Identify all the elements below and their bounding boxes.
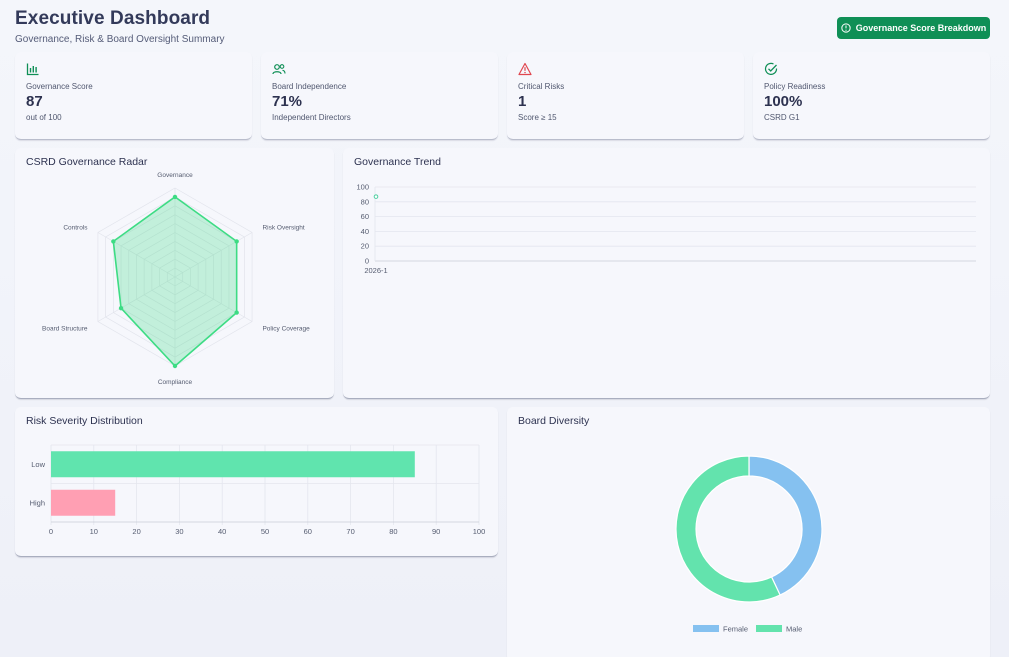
page-subtitle: Governance, Risk & Board Oversight Summa… (15, 34, 225, 45)
kpi-board-independence: Board Independence 71% Independent Direc… (261, 52, 498, 140)
kpi-value: 100% (764, 93, 803, 110)
kpi-label: Policy Readiness (764, 82, 826, 91)
diversity-card-title: Board Diversity (518, 415, 590, 427)
kpi-label: Board Independence (272, 82, 347, 91)
kpi-value: 71% (272, 93, 303, 110)
kpi-label: Governance Score (26, 82, 93, 91)
trend-card: Governance Trend 0 20 40 60 80 100 2026-1 (343, 148, 990, 399)
risk-x-tick: 10 (90, 527, 98, 536)
trend-y-tick: 80 (361, 197, 369, 206)
risk-x-tick: 50 (261, 527, 269, 536)
risk-y-tick: Low (31, 460, 45, 469)
kpi-label: Critical Risks (518, 82, 565, 91)
radar-chart: Governance Risk Oversight Policy Coverage C… (42, 172, 310, 386)
trend-y-tick: 100 (356, 183, 369, 192)
legend-label: Female (723, 625, 748, 634)
legend-swatch (693, 625, 719, 632)
trend-y-tick: 0 (365, 257, 369, 266)
info-circle-icon (841, 23, 851, 33)
diversity-card: Board Diversity Female Male (507, 407, 990, 657)
radar-spoke (174, 276, 253, 322)
risk-bar (51, 451, 415, 478)
radar-point (172, 194, 178, 200)
kpi-value: 87 (26, 93, 43, 110)
users-icon (272, 64, 286, 75)
radar-spoke (97, 276, 176, 322)
kpi-subtext: Score ≥ 15 (518, 113, 557, 122)
warning-icon (518, 62, 532, 76)
kpi-subtext: out of 100 (26, 113, 62, 122)
radar-axis-label: Board Structure (42, 326, 88, 333)
risk-x-tick: 60 (304, 527, 312, 536)
radar-point (111, 239, 116, 244)
risk-card-title: Risk Severity Distribution (26, 415, 143, 427)
radar-card: CSRD Governance Radar Governance Risk Ove… (15, 148, 334, 399)
radar-axis-label: Risk Oversight (262, 225, 304, 232)
trend-point (373, 194, 379, 199)
radar-axis-label: Policy Coverage (262, 326, 310, 333)
trend-y-tick: 40 (361, 227, 369, 236)
trend-y-tick: 20 (361, 242, 369, 251)
diversity-donut-chart: Female Male (675, 455, 823, 634)
risk-y-tick: High (30, 498, 45, 507)
page-header: Executive Dashboard Governance, Risk & B… (15, 8, 225, 45)
trend-card-title: Governance Trend (354, 156, 441, 168)
radar-spoke (97, 232, 176, 278)
risk-x-tick: 100 (473, 527, 486, 536)
risk-x-tick: 0 (49, 527, 53, 536)
trend-x-tick: 2026-1 (364, 266, 387, 275)
risk-x-tick: 30 (175, 527, 183, 536)
bar-chart-icon (26, 63, 39, 76)
risk-x-tick: 80 (389, 527, 397, 536)
risk-bar (51, 489, 116, 516)
risk-x-tick: 90 (432, 527, 440, 536)
radar-point (172, 363, 178, 369)
kpi-subtext: Independent Directors (272, 113, 351, 122)
donut-slice-male (675, 455, 781, 603)
governance-score-breakdown-label: Governance Score Breakdown (855, 23, 987, 33)
radar-point (234, 239, 239, 244)
risk-x-tick: 40 (218, 527, 226, 536)
radar-axis-label: Compliance (158, 379, 193, 386)
radar-point (234, 310, 239, 315)
page-title: Executive Dashboard (15, 8, 211, 29)
radar-point (118, 305, 124, 311)
risk-bar-chart: 0 10 20 30 40 50 60 70 80 90 100 Low High (30, 444, 486, 536)
donut-slice-female (748, 455, 823, 596)
radar-card-title: CSRD Governance Radar (26, 156, 148, 168)
trend-y-tick: 60 (361, 212, 369, 221)
check-circle-icon (764, 62, 778, 75)
risk-x-tick: 20 (132, 527, 140, 536)
risk-x-tick: 70 (346, 527, 354, 536)
radar-spoke (174, 232, 253, 278)
radar-axis-label: Controls (63, 225, 88, 232)
risk-card: Risk Severity Distribution 0 10 20 30 40 50 60… (15, 407, 498, 557)
trend-line-chart: 0 20 40 60 80 100 2026-1 (356, 183, 976, 275)
governance-score-breakdown-button[interactable]: Governance Score Breakdown (837, 17, 990, 39)
kpi-critical-risks: Critical Risks 1 Score ≥ 15 (507, 52, 744, 140)
legend-label: Male (786, 625, 802, 634)
radar-axis-label: Governance (157, 172, 193, 179)
kpi-governance-score: Governance Score 87 out of 100 (15, 52, 252, 140)
kpi-policy-readiness: Policy Readiness 100% CSRD G1 (753, 52, 990, 140)
legend-swatch (756, 625, 782, 632)
radar-series-area (112, 195, 238, 368)
kpi-value: 1 (518, 93, 527, 110)
kpi-subtext: CSRD G1 (764, 113, 800, 122)
